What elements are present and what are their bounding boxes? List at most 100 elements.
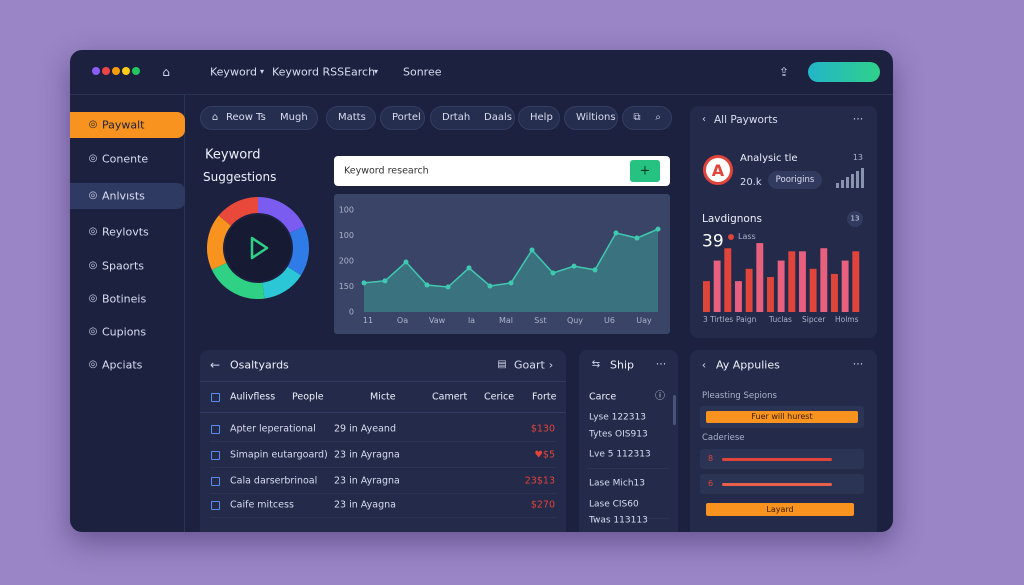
chip-label: Help [530, 112, 553, 123]
ship-row: Lase Mich13 [589, 478, 645, 489]
sidebar-item[interactable]: Apciats [102, 358, 143, 372]
bar [831, 273, 838, 312]
area-fill [364, 229, 658, 312]
row-name: Cala darserbrinoal [230, 475, 318, 487]
table-action[interactable]: Goart [514, 358, 545, 372]
sidebar-icon: ◎ [88, 153, 98, 164]
donut-segment [287, 226, 309, 276]
bar [735, 281, 742, 312]
toolbar-chip[interactable] [326, 106, 376, 130]
column-header: Aulivfless [230, 391, 276, 403]
bar [820, 248, 828, 312]
ship-title: Ship [610, 358, 634, 372]
row-people: 23 in Ayagna [334, 499, 396, 511]
table-divider [200, 381, 566, 382]
column-header: Micte [370, 391, 396, 403]
window-dot [102, 67, 110, 75]
y-axis-label: 0 [349, 308, 354, 317]
search-placeholder: Keyword research [344, 165, 429, 177]
data-point [634, 235, 640, 241]
item-bar [722, 458, 832, 461]
toolbar-chip[interactable] [430, 106, 515, 130]
chip-label: Drtah [442, 112, 471, 123]
top-tab[interactable]: Keyword [210, 65, 257, 79]
ship-icon: ⇆ [591, 359, 601, 370]
highlight-label: Fuer will hurest [751, 412, 813, 421]
ship-row: Lase CIS60 [589, 499, 639, 510]
back-arrow: ‹ [702, 114, 706, 125]
sidebar-item[interactable]: Paywalt [102, 118, 145, 132]
sidebar-icon: ◎ [88, 226, 98, 237]
donut-segment [218, 197, 259, 227]
checkbox[interactable] [211, 451, 220, 460]
donut-segment [211, 262, 265, 299]
column-header: Cerice [484, 391, 515, 403]
sidebar-item[interactable]: Conente [102, 152, 149, 166]
back-arrow: ‹ [701, 358, 707, 372]
info-icon: ⓘ [655, 391, 665, 402]
checkbox[interactable] [211, 393, 220, 402]
sidebar-item[interactable]: Spaorts [102, 259, 145, 273]
window-dot [132, 67, 140, 75]
data-point [466, 265, 472, 271]
toolbar-chip[interactable] [564, 106, 618, 130]
play-icon [250, 236, 269, 260]
data-point [424, 282, 430, 288]
bar-x-label: Holms [835, 315, 859, 324]
row-divider [210, 493, 556, 494]
checkbox[interactable] [211, 477, 220, 486]
sidebar-item[interactable]: Cupions [102, 325, 147, 339]
y-axis-label: 100 [339, 231, 354, 240]
search-input[interactable] [334, 156, 670, 186]
checkbox[interactable] [211, 501, 220, 510]
analysis-badge: 13 [852, 153, 863, 162]
sidebar-item[interactable]: Reylovts [102, 225, 149, 239]
sidebar-item[interactable]: Anlvısts [102, 189, 145, 203]
table-divider [200, 412, 566, 413]
checkbox[interactable] [211, 425, 220, 434]
doc-icon: ▤ [497, 359, 507, 370]
x-axis-label: Quy [567, 316, 583, 325]
dropdown-caret: ▾ [259, 67, 265, 76]
item-bar [722, 483, 832, 486]
ship-row: Tytes OIS913 [589, 429, 648, 440]
donut-chart [207, 197, 309, 299]
suggestions-title: Keyword [205, 147, 261, 163]
appulies-title: Ay Appulies [716, 358, 780, 372]
logo-ring [703, 155, 733, 185]
chip-label: Reow Ts [226, 112, 266, 123]
chip-icon: ⌂ [211, 112, 219, 123]
ship-row: Lyse 122313 [589, 412, 646, 423]
row-amount: $270 [530, 499, 555, 511]
column-header: People [292, 391, 324, 403]
source-tab[interactable]: Sonree [403, 65, 442, 79]
window-dot [92, 67, 100, 75]
row-divider [210, 517, 556, 518]
row-people: 23 in Ayragna [334, 449, 400, 461]
mini-bar [851, 174, 854, 188]
bar [756, 243, 764, 312]
sidebar-active [70, 112, 185, 138]
layard-button[interactable] [706, 503, 854, 516]
toolbar-chip[interactable] [622, 106, 672, 130]
chip-label: Matts [338, 112, 366, 123]
top-tab[interactable]: Keyword RSSEarch [272, 65, 376, 79]
x-axis-label: Uay [636, 316, 652, 325]
back-arrow: ← [209, 358, 221, 372]
toolbar-chip[interactable] [518, 106, 560, 130]
toolbar-chip[interactable] [380, 106, 425, 130]
sidebar-highlight [70, 183, 185, 209]
mini-bar [861, 168, 864, 188]
sidebar-icon: ◎ [88, 293, 98, 304]
analysis-tag-label: Poorigins [775, 174, 815, 185]
sidebar-item[interactable]: Botineis [102, 292, 147, 306]
area-chart: 100 100 200 150 0 11 Oa Vaw la Mal Sst Quy U6 Uay [339, 206, 661, 325]
button-label[interactable]: Layard [766, 505, 794, 514]
row-people: 29 in Ayeand [334, 423, 396, 435]
data-point [550, 270, 556, 276]
bar [777, 260, 785, 312]
search-button[interactable] [630, 160, 660, 182]
status-pill[interactable] [808, 62, 880, 82]
toolbar-chip[interactable] [200, 106, 318, 130]
bar-x-label: Paign [736, 315, 757, 324]
